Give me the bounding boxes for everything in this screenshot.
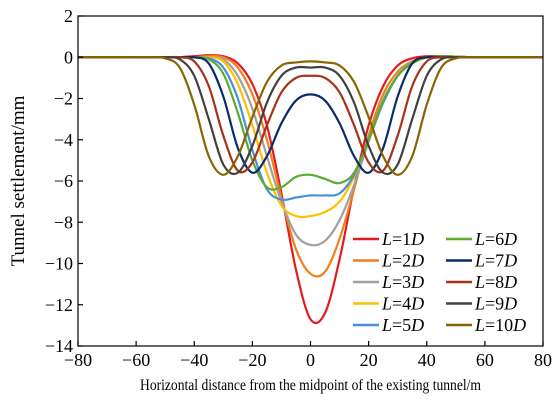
x-axis-title: Horizontal distance from the midpoint of…	[140, 377, 481, 394]
x-tick-label: 0	[306, 350, 315, 370]
x-tick-label: 80	[534, 350, 552, 370]
x-tick-label: 40	[418, 350, 436, 370]
legend-label: L=6D	[474, 229, 517, 249]
legend-label: L=9D	[474, 294, 517, 314]
y-tick-label: 2	[64, 6, 73, 26]
y-tick-label: 0	[64, 47, 73, 67]
series-lines	[77, 54, 543, 325]
legend-label: L=10D	[474, 315, 526, 335]
x-tick-label: 60	[476, 350, 494, 370]
legend-label: L=3D	[381, 272, 424, 292]
y-tick-label: −4	[54, 130, 73, 150]
y-tick-label: −8	[54, 212, 73, 232]
legend-label: L=4D	[381, 294, 424, 314]
x-tick-label: 20	[360, 350, 378, 370]
x-tick-label: −40	[180, 350, 208, 370]
x-tick-label: −60	[122, 350, 150, 370]
y-tick-label: −12	[45, 295, 73, 315]
y-tick-label: −2	[54, 89, 73, 109]
legend: L=1DL=2DL=3DL=4DL=5D L=6DL=7DL=8DL=9DL=10…	[353, 229, 526, 335]
series-line-10	[77, 56, 543, 176]
legend-label: L=7D	[474, 251, 517, 271]
y-tick-label: −14	[45, 336, 73, 356]
x-tick-label: −80	[64, 350, 92, 370]
legend-label: L=2D	[381, 251, 424, 271]
legend-label: L=1D	[381, 229, 424, 249]
y-tick-label: −6	[54, 171, 73, 191]
y-tick-label: −10	[45, 254, 73, 274]
x-tick-label: −20	[238, 350, 266, 370]
y-axis-title: Tunnel settlement/mm	[8, 95, 29, 266]
legend-label: L=5D	[381, 315, 424, 335]
legend-label: L=8D	[474, 272, 517, 292]
